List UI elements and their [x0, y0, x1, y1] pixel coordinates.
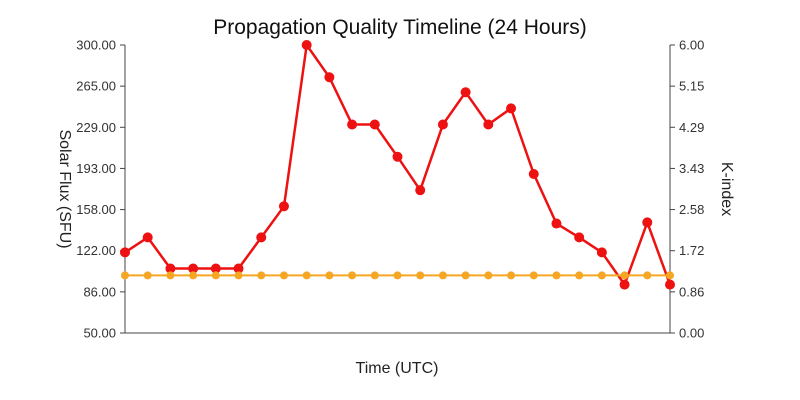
- series-point-1: [643, 271, 652, 280]
- series-point-0: [551, 218, 562, 229]
- series-point-0: [369, 119, 380, 130]
- right-tick-label: 2.58: [679, 202, 704, 217]
- series-point-1: [393, 271, 402, 280]
- series-point-0: [665, 279, 675, 290]
- left-axis-label: Solar Flux (SFU): [56, 129, 73, 248]
- series-point-1: [666, 271, 674, 280]
- left-tick-label: 265.00: [76, 79, 116, 94]
- series-point-0: [233, 263, 244, 274]
- series-point-0: [437, 119, 448, 130]
- series-point-0: [460, 87, 471, 98]
- series-point-1: [370, 271, 379, 280]
- series-point-1: [507, 271, 516, 280]
- series-point-0: [301, 40, 312, 50]
- series-point-1: [575, 271, 584, 280]
- series-point-0: [642, 217, 653, 228]
- series-point-0: [619, 279, 630, 290]
- left-tick-labels: 50.00 86.00 122.00 158.00 193.00 229.00 265.00…: [76, 38, 125, 341]
- right-tick-label: 4.29: [679, 120, 704, 135]
- series-point-1: [143, 271, 152, 280]
- series-point-0: [596, 247, 607, 258]
- x-axis-label: Time (UTC): [356, 360, 439, 377]
- left-tick-label: 229.00: [76, 120, 116, 135]
- left-tick-label: 193.00: [76, 161, 116, 176]
- series-point-0: [256, 232, 267, 243]
- series-point-0: [324, 72, 335, 83]
- series-point-0: [142, 232, 153, 243]
- right-tick-label: 0.00: [679, 326, 704, 341]
- right-tick-label: 0.86: [679, 284, 704, 299]
- series-point-1: [211, 271, 220, 280]
- series-point-1: [279, 271, 288, 280]
- left-tick-label: 158.00: [76, 202, 116, 217]
- series-point-0: [506, 103, 517, 114]
- series-point-0: [392, 151, 403, 162]
- right-axis-label: K-index: [718, 162, 735, 216]
- series-point-1: [529, 271, 538, 280]
- series-point-1: [484, 271, 493, 280]
- series-point-0: [188, 263, 199, 274]
- left-tick-label: 86.00: [83, 284, 116, 299]
- series-point-1: [597, 271, 606, 280]
- series-point-0: [528, 169, 539, 180]
- series-point-0: [120, 247, 130, 258]
- right-tick-label: 6.00: [679, 38, 704, 53]
- series-point-0: [278, 201, 289, 212]
- series-point-1: [166, 271, 175, 280]
- right-tick-labels: 0.00 0.86 1.72 2.58 3.43 4.29 5.15 6.00: [670, 38, 704, 341]
- series-point-1: [438, 271, 447, 280]
- series-point-1: [416, 271, 425, 280]
- right-tick-label: 5.15: [679, 79, 704, 94]
- series-point-1: [620, 271, 629, 280]
- series-point-0: [483, 119, 494, 130]
- series-point-1: [257, 271, 266, 280]
- right-tick-label: 1.72: [679, 243, 704, 258]
- series-line-0: [124, 43, 672, 286]
- series-point-1: [121, 271, 129, 280]
- left-tick-label: 122.00: [76, 243, 116, 258]
- left-tick-label: 300.00: [76, 38, 116, 53]
- right-tick-label: 3.43: [679, 161, 704, 176]
- series-point-1: [325, 271, 334, 280]
- series-point-0: [574, 232, 585, 243]
- series-point-1: [461, 271, 470, 280]
- left-tick-label: 50.00: [83, 326, 116, 341]
- series-point-1: [189, 271, 198, 280]
- series-point-1: [302, 271, 311, 280]
- series-point-0: [210, 263, 221, 274]
- series-point-0: [165, 263, 176, 274]
- series-point-1: [552, 271, 561, 280]
- series-point-0: [347, 119, 358, 130]
- series-point-1: [234, 271, 243, 280]
- series-point-0: [415, 185, 426, 196]
- series-point-1: [348, 271, 357, 280]
- chart-title: Propagation Quality Timeline (24 Hours): [213, 16, 587, 39]
- series-layer: [120, 40, 675, 290]
